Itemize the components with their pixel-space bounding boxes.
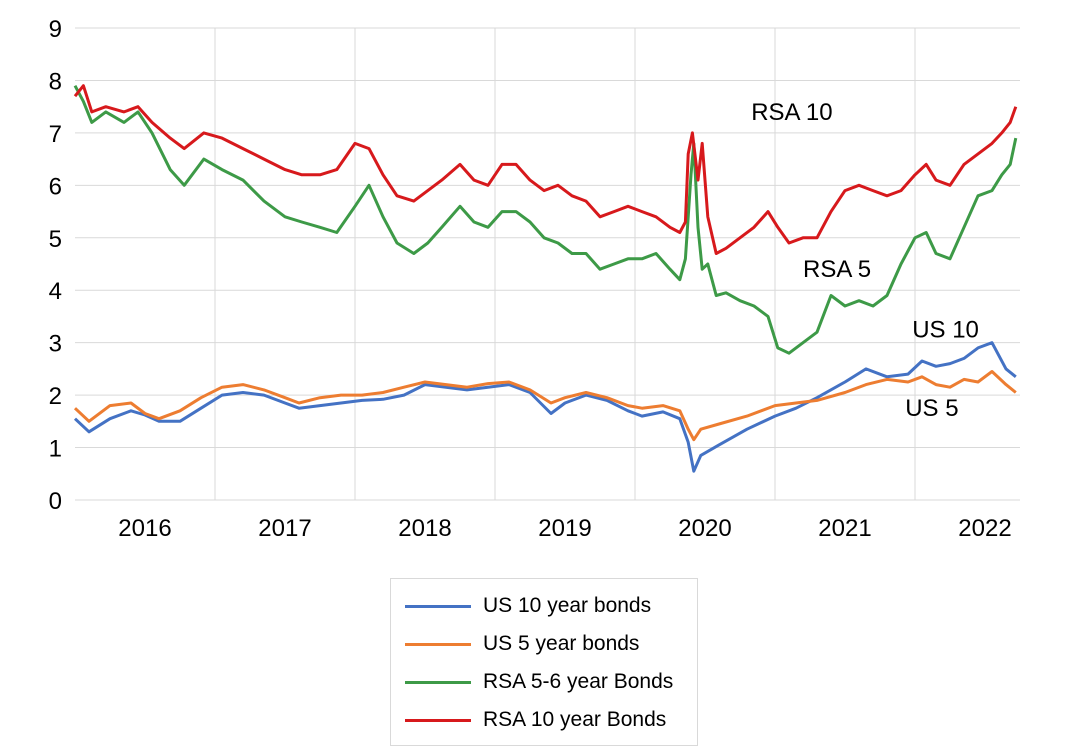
- x-tick-label-2018: 2018: [398, 515, 451, 542]
- series-line-rsa-10-year-bonds: [73, 84, 1018, 255]
- x-axis-ticks: 2016 2017 2018 2019 2020 2021 2022: [118, 515, 1011, 542]
- annotation-rsa-10: RSA 10: [751, 99, 832, 126]
- annotation-us-5: US 5: [905, 395, 958, 422]
- y-tick-label: 9: [49, 16, 62, 43]
- legend-swatch-rsa-5-6: [405, 680, 471, 684]
- x-tick-label-2022: 2022: [958, 515, 1011, 542]
- legend-swatch-us-10: [405, 604, 471, 608]
- annotation-us-10: US 10: [912, 316, 979, 343]
- y-tick-label: 2: [49, 383, 62, 410]
- series-layer: [73, 84, 1018, 473]
- grid-layer: [75, 27, 1020, 501]
- x-tick-label-2017: 2017: [258, 515, 311, 542]
- y-tick-label: 6: [49, 173, 62, 200]
- legend-item-us-5: US 5 year bonds: [405, 631, 639, 657]
- x-tick-label-2019: 2019: [538, 515, 591, 542]
- annotation-rsa-5: RSA 5: [803, 256, 871, 283]
- series-line-us-5-year-bonds: [73, 370, 1017, 442]
- legend-swatch-us-5: [405, 642, 471, 646]
- annotation-layer: RSA 10 RSA 5 US 10 US 5: [751, 99, 979, 422]
- legend-label-us-10: US 10 year bonds: [483, 594, 652, 617]
- x-tick-label-2020: 2020: [678, 515, 731, 542]
- legend: US 10 year bonds US 5 year bonds RSA 5-6…: [390, 578, 698, 746]
- legend-label-rsa-5-6: RSA 5-6 year Bonds: [483, 670, 674, 693]
- x-tick-label-2021: 2021: [818, 515, 871, 542]
- legend-swatch-rsa-10: [405, 718, 471, 722]
- legend-item-rsa-10: RSA 10 year Bonds: [405, 707, 666, 733]
- y-tick-label: 1: [49, 436, 62, 463]
- y-tick-label: 7: [49, 121, 62, 148]
- y-tick-label: 3: [49, 331, 62, 358]
- y-tick-label: 4: [49, 278, 62, 305]
- legend-item-us-10: US 10 year bonds: [405, 593, 651, 619]
- series-line-rsa-5-6-year-bonds: [73, 84, 1018, 355]
- x-tick-label-2016: 2016: [118, 515, 171, 542]
- series-line-us-10-year-bonds: [73, 341, 1017, 473]
- y-axis-ticks: 0 1 2 3 4 5 6 7 8 9: [49, 16, 62, 515]
- y-tick-label: 0: [49, 488, 62, 515]
- y-tick-label: 5: [49, 226, 62, 253]
- legend-item-rsa-5-6: RSA 5-6 year Bonds: [405, 669, 673, 695]
- y-tick-label: 8: [49, 68, 62, 95]
- legend-label-us-5: US 5 year bonds: [483, 632, 640, 655]
- legend-label-rsa-10: RSA 10 year Bonds: [483, 708, 667, 731]
